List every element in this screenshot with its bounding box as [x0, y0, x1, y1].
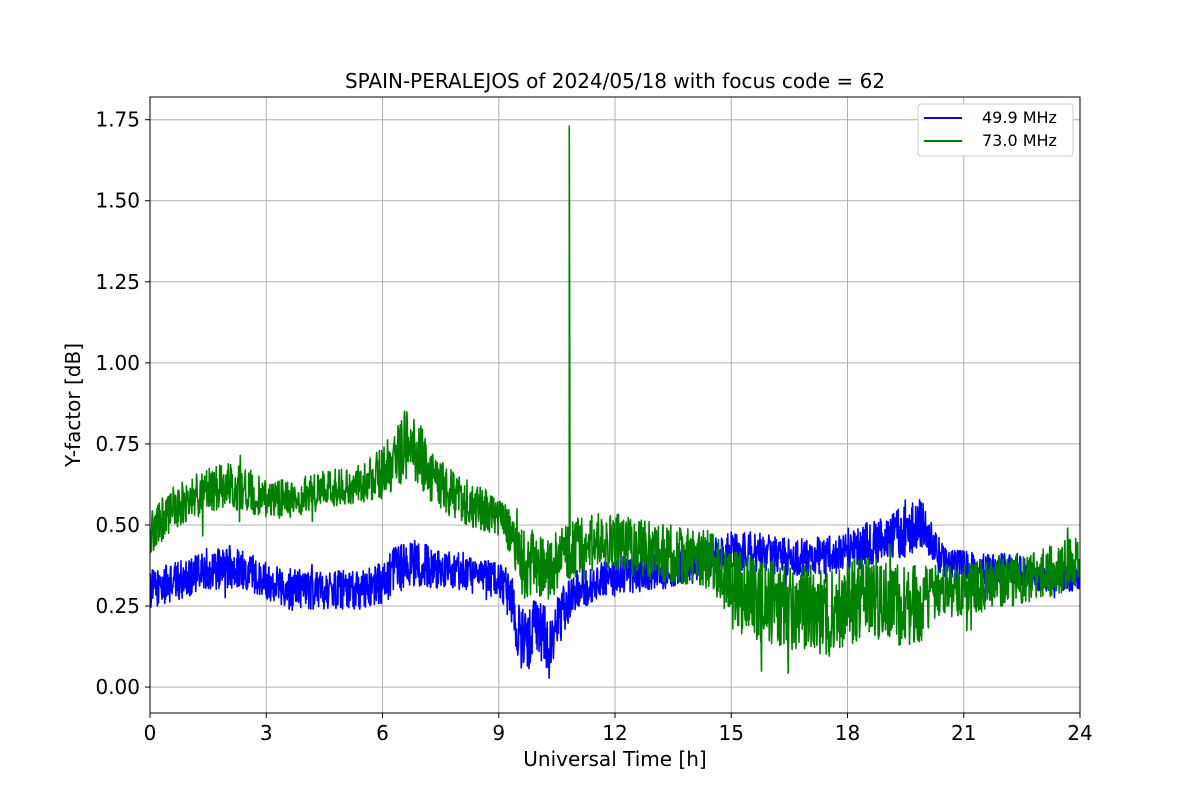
- y-tick-label: 1.75: [95, 108, 140, 132]
- x-tick-label: 15: [719, 721, 744, 745]
- series-layer: [150, 125, 1080, 679]
- x-tick-label: 12: [602, 721, 627, 745]
- legend: 49.9 MHz 73.0 MHz: [917, 103, 1074, 157]
- x-axis: 0 3 6 9 12 15 18 21 24: [144, 713, 1093, 745]
- series-line-73-0-mhz: [150, 125, 1080, 674]
- x-tick-label: 6: [376, 721, 389, 745]
- y-tick-label: 1.25: [95, 270, 140, 294]
- x-tick-label: 18: [835, 721, 860, 745]
- x-tick-label: 0: [144, 721, 157, 745]
- y-tick-label: 0.25: [95, 594, 140, 618]
- y-tick-label: 1.50: [95, 189, 140, 213]
- y-axis-label: Y-factor [dB]: [61, 343, 85, 468]
- x-tick-label: 24: [1067, 721, 1092, 745]
- x-axis-label: Universal Time [h]: [523, 747, 706, 771]
- y-tick-label: 0.50: [95, 513, 140, 537]
- y-tick-label: 0.75: [95, 432, 140, 456]
- x-tick-label: 21: [951, 721, 976, 745]
- x-tick-label: 9: [492, 721, 505, 745]
- y-tick-label: 1.00: [95, 351, 140, 375]
- y-axis: 0.00 0.25 0.50 0.75 1.00 1.25 1.50 1.75: [95, 108, 150, 699]
- y-tick-label: 0.00: [95, 675, 140, 699]
- legend-label-73-0: 73.0 MHz: [982, 131, 1057, 150]
- x-tick-label: 3: [260, 721, 273, 745]
- legend-label-49-9: 49.9 MHz: [982, 108, 1057, 127]
- chart-title: SPAIN-PERALEJOS of 2024/05/18 with focus…: [345, 69, 885, 93]
